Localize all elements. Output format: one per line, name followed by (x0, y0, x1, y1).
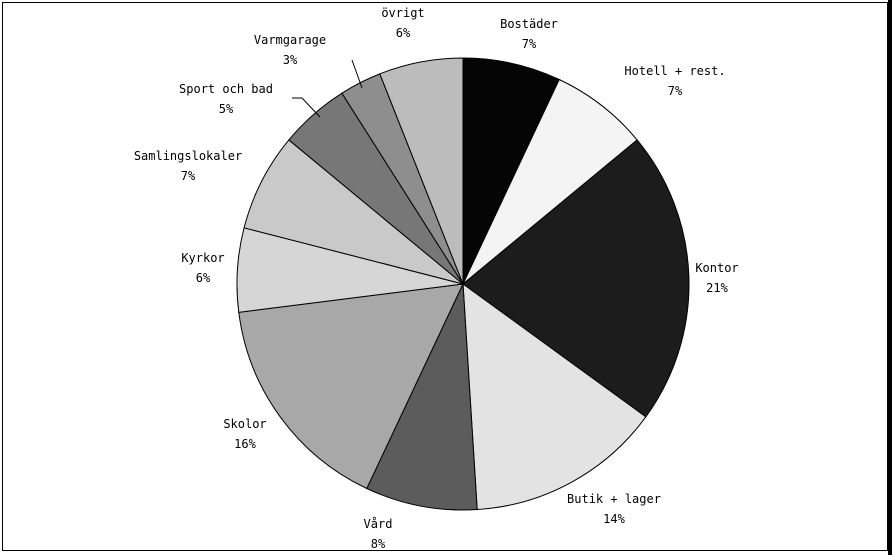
pie-slice-vård (366, 283, 478, 511)
slice-label: Butik + lager (567, 492, 661, 506)
leader-line (351, 59, 363, 89)
leader-line (292, 97, 321, 118)
pie-slice-övrigt (379, 57, 464, 285)
slice-label: Varmgarage (254, 33, 326, 47)
slice-label: övrigt (381, 6, 424, 20)
slice-percent-label: 14% (603, 512, 625, 526)
slice-percent-label: 7% (522, 37, 537, 51)
pie-slices (236, 57, 690, 511)
pie-slice-skolor (238, 283, 464, 490)
slice-label: Bostäder (500, 17, 558, 31)
slice-percent-label: 16% (234, 437, 256, 451)
slice-label: Vård (364, 517, 393, 531)
slice-label: Kontor (695, 261, 738, 275)
slice-label: Samlingslokaler (134, 149, 242, 163)
slice-label: Skolor (223, 417, 266, 431)
slice-label: Hotell + rest. (624, 64, 725, 78)
slice-percent-label: 8% (371, 537, 386, 551)
slice-percent-label: 5% (219, 102, 234, 116)
leader-lines (292, 59, 363, 118)
slice-label: Kyrkor (181, 251, 224, 265)
slice-percent-label: 7% (181, 169, 196, 183)
pie-slice-kontor (462, 139, 690, 418)
window-edge (888, 0, 892, 555)
slice-percent-label: 7% (668, 84, 683, 98)
slice-percent-label: 6% (196, 271, 211, 285)
slice-labels: Bostäder 7% Hotell + rest. 7% Kontor 21% Butik… (134, 6, 739, 551)
slice-percent-label: 6% (396, 26, 411, 40)
slice-percent-label: 21% (706, 281, 728, 295)
pie-slice-butik-lager (462, 282, 647, 511)
slice-percent-label: 3% (283, 53, 298, 67)
slice-label: Sport och bad (179, 82, 273, 96)
